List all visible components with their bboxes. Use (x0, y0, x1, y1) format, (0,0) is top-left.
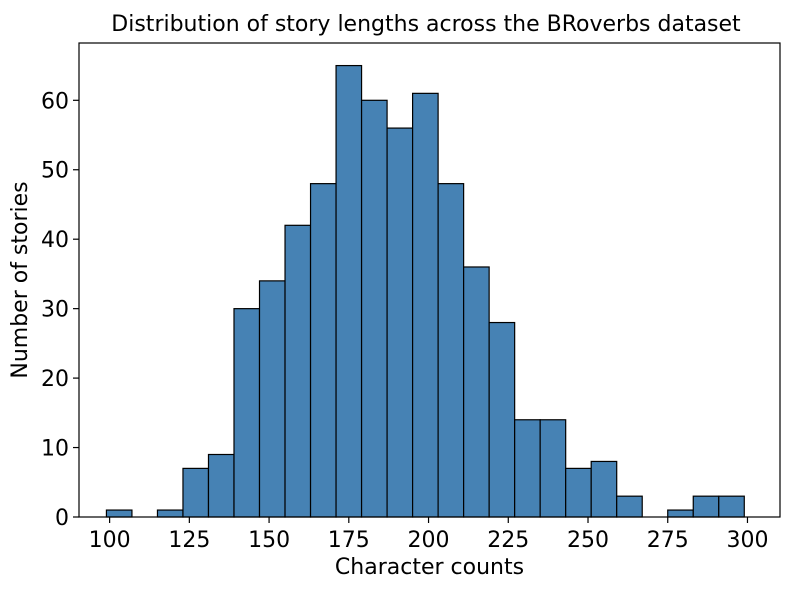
bars-group (105, 64, 745, 518)
x-tick-label: 300 (726, 528, 768, 553)
chart-title: Distribution of story lengths across the… (111, 12, 741, 37)
histogram-bar (463, 266, 490, 518)
y-tick-label: 30 (41, 298, 69, 323)
histogram-bar (616, 495, 643, 518)
x-tick-label: 200 (408, 528, 450, 553)
histogram-bar (284, 224, 312, 518)
x-tick-label: 175 (328, 528, 370, 553)
x-tick-label: 100 (89, 528, 131, 553)
y-tick-label: 0 (55, 506, 69, 531)
histogram-bar (309, 183, 337, 518)
histogram-bar (258, 280, 286, 518)
y-tick-label: 40 (41, 228, 69, 253)
plot-frame (78, 42, 781, 518)
histogram-bar (360, 99, 388, 518)
x-axis-ticks: 100 125 150 175 200 225 250 275 300 (89, 517, 768, 553)
histogram-bar (207, 453, 235, 518)
histogram-bar (488, 321, 516, 518)
histogram-bar (182, 467, 210, 518)
histogram-bar (156, 509, 184, 518)
x-tick-label: 275 (647, 528, 689, 553)
histogram-bar (590, 460, 618, 518)
y-axis-label: Number of stories (8, 181, 33, 378)
y-tick-label: 20 (41, 367, 69, 392)
histogram-bar (514, 419, 541, 518)
x-tick-label: 125 (168, 528, 210, 553)
y-tick-label: 10 (41, 437, 69, 462)
x-tick-label: 150 (248, 528, 290, 553)
histogram-bar (539, 419, 567, 518)
y-axis-ticks: 0 10 20 30 40 50 60 (41, 89, 79, 531)
histogram-bar (233, 308, 261, 518)
histogram-bar (411, 92, 439, 518)
histogram-bar (667, 509, 694, 518)
histogram-bar (437, 183, 465, 518)
x-tick-label: 250 (567, 528, 609, 553)
histogram-bar (335, 64, 363, 518)
y-tick-label: 50 (41, 159, 69, 184)
y-tick-label: 60 (41, 89, 69, 114)
x-tick-label: 225 (487, 528, 529, 553)
histogram-bar (692, 495, 720, 518)
histogram-bar (718, 495, 745, 518)
histogram-bar (565, 467, 592, 518)
histogram-bar (105, 509, 133, 518)
x-axis-label: Character counts (335, 555, 524, 580)
histogram-bar (386, 127, 414, 518)
